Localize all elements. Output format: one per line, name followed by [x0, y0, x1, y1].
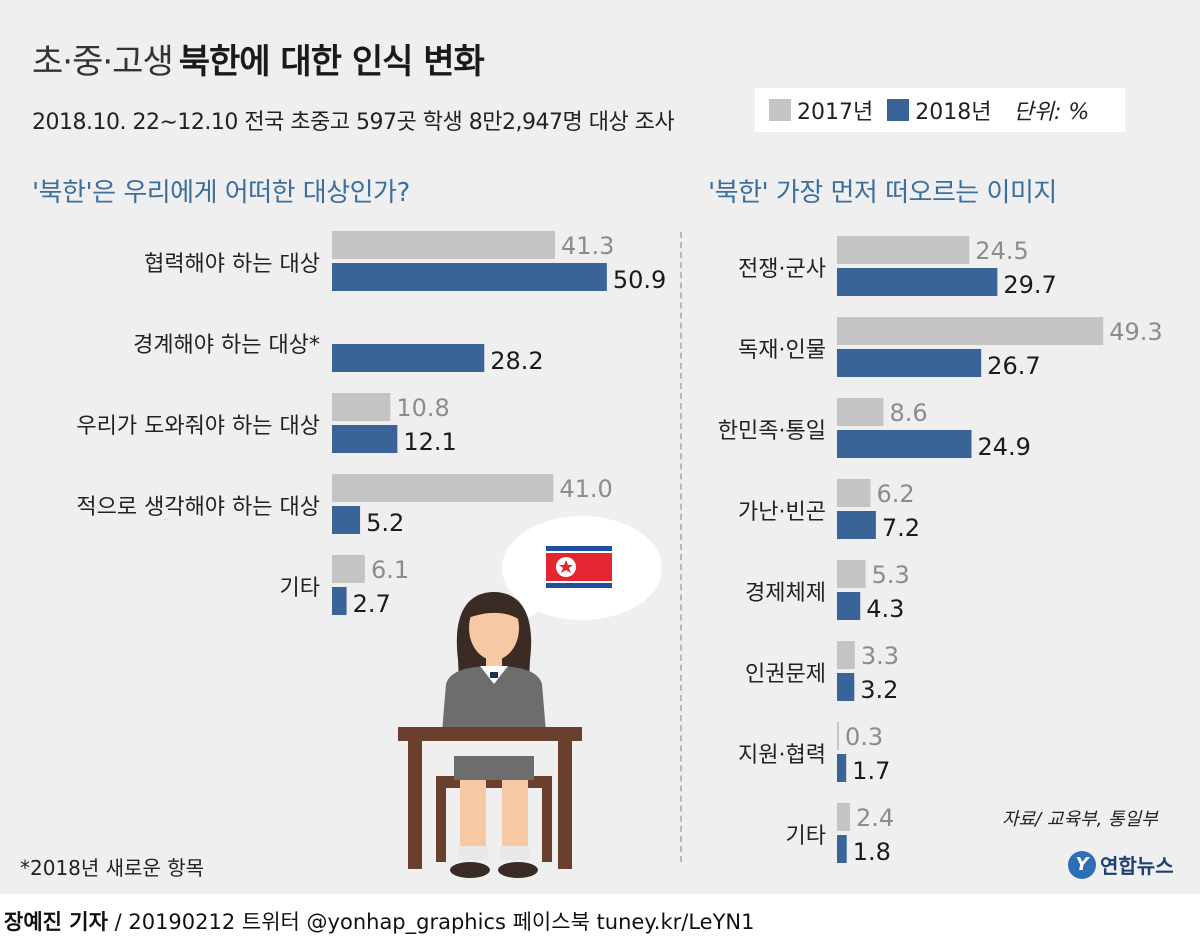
bar-2018	[837, 511, 876, 539]
bar-2017	[837, 722, 839, 750]
value-label-2017: 24.5	[975, 237, 1028, 265]
bar-2018	[332, 263, 607, 291]
category-label: 경제체제	[745, 581, 826, 606]
bar-2018	[837, 835, 847, 863]
category-label: 협력해야 하는 대상	[144, 252, 320, 277]
student-icon	[442, 592, 546, 732]
bar-2018	[837, 349, 982, 377]
right-chart-title: '북한' 가장 먼저 떠오르는 이미지	[708, 178, 1057, 208]
bar-2018	[837, 754, 847, 782]
bar-2018	[332, 506, 361, 534]
logo-mark-icon: Y	[1068, 850, 1096, 879]
yonhap-logo: Y 연합뉴스	[1068, 850, 1174, 879]
legend-swatch-2017	[769, 99, 791, 121]
footnote: *2018년 새로운 항목	[20, 856, 205, 880]
bar-2018	[837, 430, 972, 458]
dprk-flag-icon	[546, 546, 612, 588]
value-label-2018: 12.1	[403, 428, 456, 456]
title-bold: 북한에 대한 인식 변화	[178, 42, 485, 82]
title-light: 초·중·고생	[32, 42, 174, 82]
bar-2017	[837, 317, 1104, 345]
credit-line: 장예진 기자 / 20190212 트위터 @yonhap_graphics 페…	[4, 906, 754, 936]
bar-2017	[837, 641, 855, 669]
value-label-2018: 1.8	[853, 838, 891, 866]
chart-divider	[680, 232, 682, 862]
value-label-2018: 2.7	[353, 590, 391, 618]
category-label: 적으로 생각해야 하는 대상	[76, 495, 320, 520]
bar-2017	[332, 231, 556, 259]
value-label-2018: 29.7	[1003, 271, 1056, 299]
value-label-2017: 2.4	[856, 804, 894, 832]
legend: 2017년 2018년 단위: %	[755, 88, 1125, 132]
category-label: 기타	[280, 576, 320, 601]
credit-rest: / 20190212 트위터 @yonhap_graphics 페이스북 tun…	[107, 910, 755, 934]
category-label: 가난·빈곤	[738, 500, 826, 525]
bar-2018	[837, 268, 998, 296]
subtitle: 2018.10. 22∼12.10 전국 초중고 597곳 학생 8만2,947…	[32, 110, 675, 135]
bar-2017	[837, 398, 884, 426]
value-label-2018: 4.3	[866, 595, 904, 623]
value-label-2018: 7.2	[882, 514, 920, 542]
value-label-2017: 3.3	[861, 642, 899, 670]
bar-2018	[332, 425, 398, 453]
value-label-2017: 6.1	[371, 556, 409, 584]
category-label: 인권문제	[745, 662, 826, 687]
bar-2017	[837, 479, 871, 507]
bar-2017	[332, 474, 554, 502]
value-label-2017: 49.3	[1109, 318, 1162, 346]
category-label: 한민족·통일	[718, 419, 826, 444]
category-label: 독재·인물	[738, 338, 826, 363]
value-label-2018: 50.9	[613, 266, 666, 294]
value-label-2018: 5.2	[366, 509, 404, 537]
bar-2017	[332, 393, 391, 421]
legend-swatch-2018	[887, 99, 910, 121]
value-label-2017: 41.3	[561, 232, 614, 260]
bar-2018	[332, 344, 485, 372]
value-label-2018: 1.7	[852, 757, 890, 785]
value-label-2017: 6.2	[876, 480, 914, 508]
credit-author: 장예진 기자	[4, 910, 108, 934]
category-label: 경계해야 하는 대상*	[133, 333, 320, 358]
category-label: 지원·협력	[738, 743, 826, 768]
bar-2017	[837, 236, 970, 264]
category-label: 기타	[786, 824, 826, 849]
credit-bar	[0, 894, 1200, 942]
value-label-2018: 24.9	[977, 433, 1030, 461]
value-label-2017: 41.0	[559, 475, 612, 503]
bar-2017	[837, 803, 850, 831]
value-label-2017: 0.3	[845, 723, 883, 751]
category-label: 전쟁·군사	[738, 257, 826, 282]
value-label-2017: 5.3	[872, 561, 910, 589]
left-chart-title: '북한'은 우리에게 어떠한 대상인가?	[32, 178, 410, 208]
bar-2017	[837, 560, 866, 588]
value-label-2017: 8.6	[889, 399, 927, 427]
bar-2018	[837, 592, 861, 620]
page-title: 초·중·고생 북한에 대한 인식 변화	[32, 34, 485, 83]
unit-label: 단위: %	[1013, 100, 1090, 125]
source-note: 자료/ 교육부, 통일부	[1002, 809, 1158, 830]
legend-label-2018: 2018년	[915, 100, 992, 125]
bar-2018	[332, 587, 347, 615]
bar-2017	[332, 555, 365, 583]
bars-layer: 협력해야 하는 대상 41.3 50.9 경계해야 하는 대상* 28.2 우리가 도와줘…	[76, 231, 1163, 866]
value-label-2017: 10.8	[396, 394, 449, 422]
value-label-2018: 26.7	[987, 352, 1040, 380]
value-label-2018: 3.2	[860, 676, 898, 704]
category-label: 우리가 도와줘야 하는 대상	[76, 414, 320, 439]
value-label-2018: 28.2	[490, 347, 543, 375]
logo-text: 연합뉴스	[1100, 854, 1174, 878]
bar-2018	[837, 673, 855, 701]
legend-label-2017: 2017년	[797, 100, 874, 125]
desk-icon	[398, 727, 582, 878]
